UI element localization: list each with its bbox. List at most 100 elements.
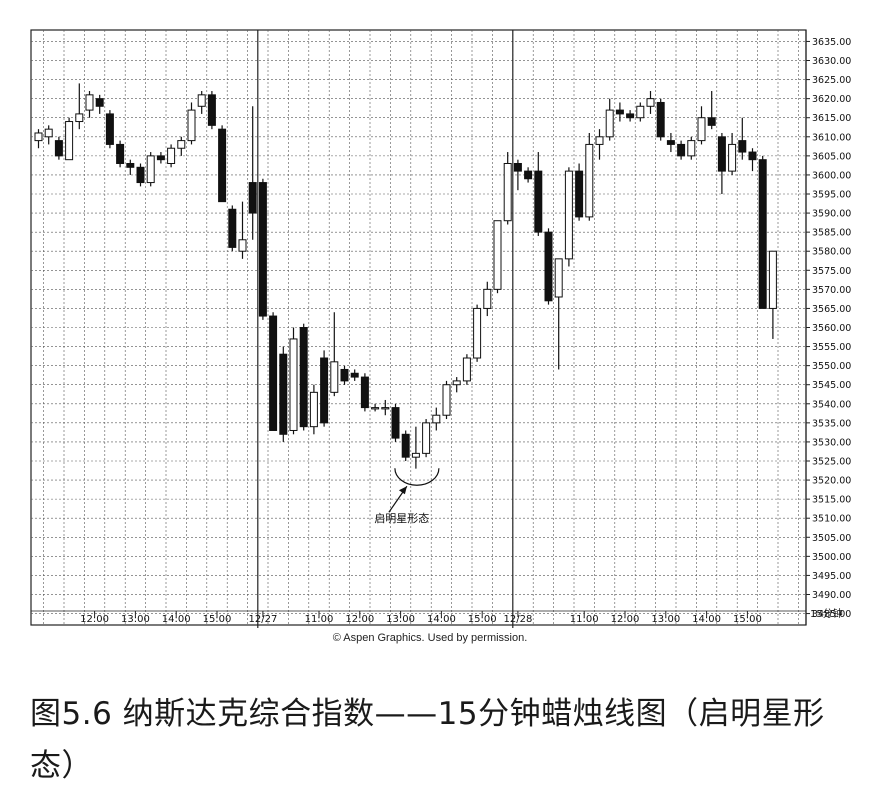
candle-bearish [340,368,349,382]
candle-bearish [105,113,114,145]
y-tick-label: 3560.00 [812,323,851,334]
y-tick-label: 3610.00 [812,132,851,143]
y-tick-label: 3590.00 [812,209,851,220]
candle-bullish [503,162,512,222]
candle-bullish [289,338,298,431]
candle-bullish [411,452,420,458]
morning-star-circle [394,468,440,486]
candle-bullish [646,98,655,107]
candle-bearish [360,376,369,409]
x-tick-label: 15:00 [733,614,762,625]
candle-bullish [238,239,247,252]
y-tick-label: 3505.00 [812,533,851,544]
candle-bearish [534,170,543,233]
y-axis: 3635.00 3630.00 3625.00 3620.00 3615.00 3610.… [805,30,851,625]
chart-caption: © Aspen Graphics. Used by permission. [332,632,528,644]
candle-bearish [299,327,308,428]
candle-bearish [279,353,288,435]
candle-bearish [54,140,63,157]
y-tick-label: 3635.00 [812,37,851,48]
candle-bearish [656,101,665,138]
candle-bullish [452,380,461,386]
x-unit-label: 15分钟 [810,607,843,620]
y-tick-label: 3510.00 [812,514,851,525]
candle-bullish [75,113,84,123]
x-tick-label: 12/27 [248,614,277,625]
y-tick-label: 3565.00 [812,304,851,315]
candle-bullish [687,140,696,157]
y-tick-label: 3515.00 [812,495,851,506]
candle-bearish [218,128,227,203]
candle-bearish [126,162,135,168]
y-tick-label: 3495.00 [812,571,851,582]
y-tick-label: 3630.00 [812,56,851,67]
annotation-layer: 启明星形态 [374,468,440,525]
candle-bearish [524,170,533,180]
y-tick-label: 3530.00 [812,437,851,448]
y-tick-label: 3585.00 [812,228,851,239]
y-tick-label: 3520.00 [812,476,851,487]
candle-bullish [554,258,563,298]
y-tick-label: 3570.00 [812,285,851,296]
y-tick-label: 3550.00 [812,361,851,372]
candle-bearish [228,208,237,248]
candle-bearish [258,182,267,317]
x-tick-label: 12:00 [611,614,640,625]
candle-bullish [422,422,431,454]
candle-bearish [626,113,635,119]
candle-bullish [493,220,502,290]
candle-bullish [697,117,706,142]
y-tick-label: 3575.00 [812,266,851,277]
candle-bullish [371,407,380,410]
candle-bearish [269,315,278,431]
candle-bullish [197,94,206,107]
candle-bullish [473,307,482,359]
candle-bearish [391,407,400,439]
x-tick-label: 15:00 [468,614,497,625]
x-tick-label: 11:00 [570,614,599,625]
candle-bullish [442,384,451,416]
x-axis: 12:00 13:00 14:00 15:00 12/27 11:00 12:00 13:00… [31,610,806,625]
candle-bearish [95,98,104,107]
candle-bullish [432,414,441,424]
y-tick-label: 3600.00 [812,170,851,181]
y-tick-label: 3625.00 [812,75,851,86]
x-tick-label: 13:00 [121,614,150,625]
y-tick-label: 3500.00 [812,552,851,563]
candle-bullish [187,109,196,142]
y-tick-label: 3555.00 [812,342,851,353]
candle-bullish [728,143,737,172]
candle-bearish [136,166,145,184]
candle-bearish [666,140,675,145]
annotation-arrowhead [398,486,407,495]
x-tick-label: 12:00 [345,614,374,625]
y-tick-label: 3595.00 [812,190,851,201]
y-tick-label: 3580.00 [812,247,851,258]
candlestick-chart: 3635.00 3630.00 3625.00 3620.00 3615.00 3610.… [30,29,851,628]
y-tick-label: 3620.00 [812,94,851,105]
candle-bearish [738,140,747,153]
candle-bearish [401,433,410,458]
y-tick-label: 3485.00 [812,609,851,620]
candle-bearish [116,143,125,164]
candle-bearish [717,136,726,172]
candle-bullish [65,121,74,161]
candle-bearish [758,159,767,309]
candle-bearish [248,182,257,214]
candle-bullish [44,128,53,138]
candle-bullish [85,94,94,111]
x-tick-label: 12/28 [503,614,532,625]
x-tick-label: 14:00 [427,614,456,625]
x-tick-label: 14:00 [692,614,721,625]
candle-bearish [575,170,584,218]
candle-bearish [207,94,216,126]
candle-bullish [636,105,645,119]
candle-bullish [564,170,573,260]
candle-bullish [462,357,471,382]
x-tick-label: 15:00 [203,614,232,625]
candle-bullish [330,361,339,393]
candle-bullish [381,407,390,410]
candle-bullish [167,147,176,164]
candle-bearish [156,155,165,161]
y-tick-label: 3525.00 [812,456,851,467]
